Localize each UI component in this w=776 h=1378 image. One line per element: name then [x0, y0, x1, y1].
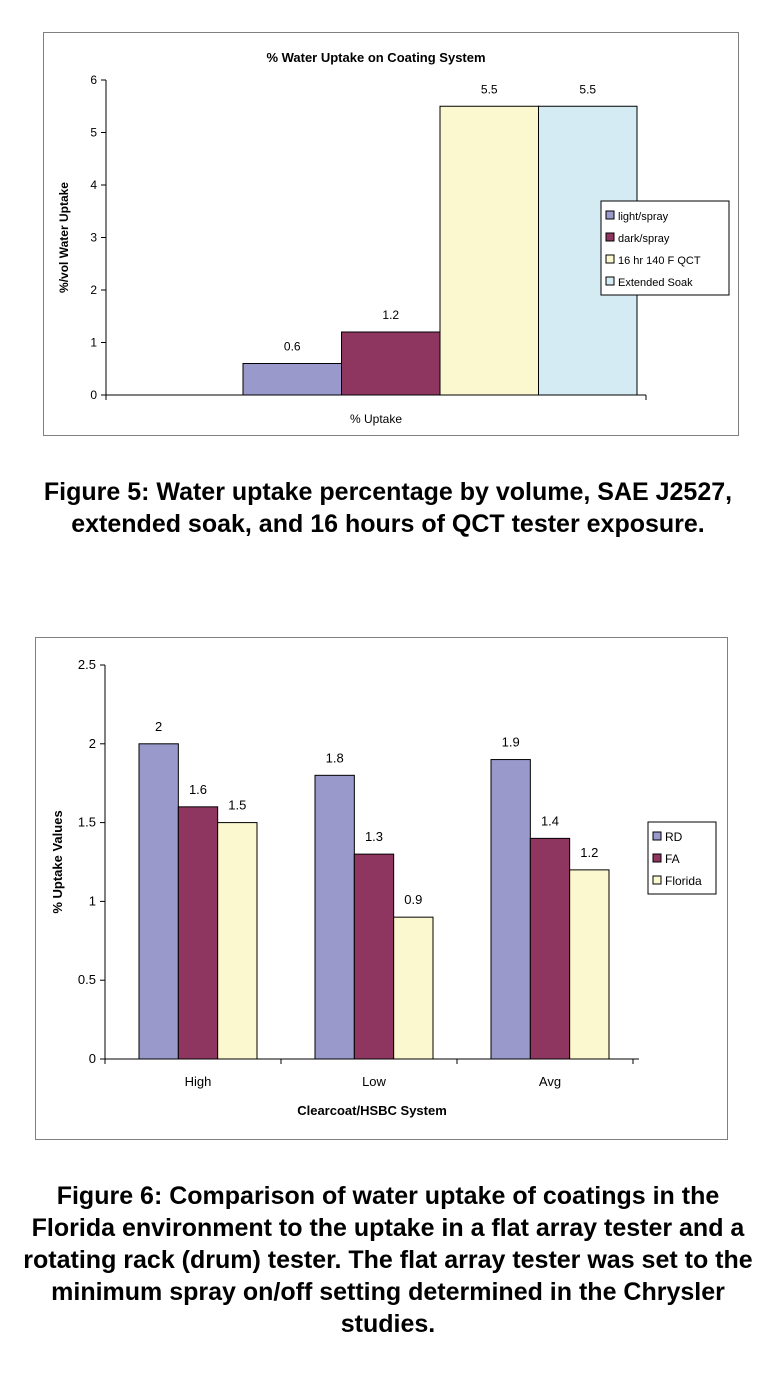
- y-tick-label: 2: [89, 736, 96, 751]
- y-tick-label: 3: [90, 231, 97, 245]
- y-tick-label: 0.5: [78, 972, 96, 987]
- legend-entry: dark/spray: [618, 233, 670, 245]
- legend-entry: Florida: [665, 874, 702, 888]
- y-tick-label: 0: [89, 1051, 96, 1066]
- bar-florida: [569, 869, 610, 1060]
- y-tick-label: 1: [90, 336, 97, 350]
- bar-data-label: 0.9: [404, 892, 422, 907]
- bar-fa: [529, 837, 571, 1060]
- x-category-label: Avg: [539, 1074, 561, 1089]
- figure-5-chart: % Water Uptake on Coating System 0 1 2 3 4 5 6 0…: [43, 32, 739, 436]
- bar-data-label: 1.9: [502, 735, 520, 750]
- bar-data-label: 1.2: [382, 308, 399, 322]
- legend-entry: RD: [665, 830, 683, 844]
- y-axis-label: % Uptake Values: [50, 810, 65, 913]
- legend-swatch: [605, 210, 615, 220]
- figure-5-caption: Figure 5: Water uptake percentage by vol…: [43, 478, 733, 538]
- bar-data-label: 1.2: [580, 845, 598, 860]
- bar-data-label: 5.5: [579, 82, 596, 96]
- legend-swatch: [652, 831, 662, 841]
- legend-swatch: [605, 232, 615, 242]
- bar-rd: [314, 774, 355, 1060]
- bar-dark-spray: [341, 331, 441, 396]
- figure-5-svg: % Water Uptake on Coating System 0 1 2 3 4 5 6 0…: [57, 50, 730, 426]
- figure-6-chart: 0 0.5 1 1.5 2 2.5 High 2 1.6 1.5 Low 1.8 1.3 0.9 Avg 1.…: [35, 637, 728, 1140]
- y-tick-label: 1.5: [78, 815, 96, 830]
- bar-light-spray: [242, 363, 342, 396]
- chart-title: % Water Uptake on Coating System: [266, 50, 485, 65]
- legend-swatch: [652, 875, 662, 885]
- bar-florida: [393, 916, 434, 1060]
- figure-6-svg: 0 0.5 1 1.5 2 2.5 High 2 1.6 1.5 Low 1.8 1.3 0.9 Avg 1.…: [50, 657, 717, 1118]
- legend-swatch: [605, 276, 615, 286]
- y-tick-label: 2.5: [78, 657, 96, 672]
- y-tick-label: 4: [90, 178, 97, 192]
- bar-data-label: 1.5: [228, 798, 246, 813]
- bar-fa: [177, 806, 219, 1060]
- bar-rd: [490, 759, 531, 1060]
- x-axis-label: % Uptake: [350, 412, 402, 426]
- legend-entry: 16 hr 140 F QCT: [618, 255, 701, 267]
- bar-florida: [217, 822, 258, 1060]
- bar-data-label: 1.4: [541, 813, 559, 828]
- bar-rd: [138, 743, 179, 1060]
- y-tick-label: 0: [90, 388, 97, 402]
- x-axis-label: Clearcoat/HSBC System: [297, 1103, 447, 1118]
- y-tick-label: 2: [90, 283, 97, 297]
- legend-swatch: [652, 853, 662, 863]
- bar-data-label: 0.6: [284, 340, 301, 354]
- legend-swatch: [605, 254, 615, 264]
- bar-16-hr-140-f-qct: [439, 105, 539, 396]
- bar-data-label: 1.3: [365, 829, 383, 844]
- y-tick-label: 6: [90, 73, 97, 87]
- x-category-label: High: [185, 1074, 212, 1089]
- legend-entry: Extended Soak: [618, 277, 693, 289]
- figure-6-caption: Figure 6: Comparison of water uptake of …: [23, 1182, 753, 1338]
- y-axis-label: %/vol Water Uptake: [57, 182, 71, 293]
- bar-data-label: 2: [155, 719, 162, 734]
- y-tick-label: 1: [89, 893, 96, 908]
- legend-entry: FA: [665, 852, 680, 866]
- bar-data-label: 1.8: [326, 750, 344, 765]
- bar-data-label: 5.5: [481, 82, 498, 96]
- legend-box: [600, 200, 730, 296]
- y-tick-label: 5: [90, 126, 97, 140]
- legend-entry: light/spray: [618, 211, 669, 223]
- bar-data-label: 1.6: [189, 782, 207, 797]
- bar-fa: [353, 853, 395, 1060]
- x-category-label: Low: [362, 1074, 386, 1089]
